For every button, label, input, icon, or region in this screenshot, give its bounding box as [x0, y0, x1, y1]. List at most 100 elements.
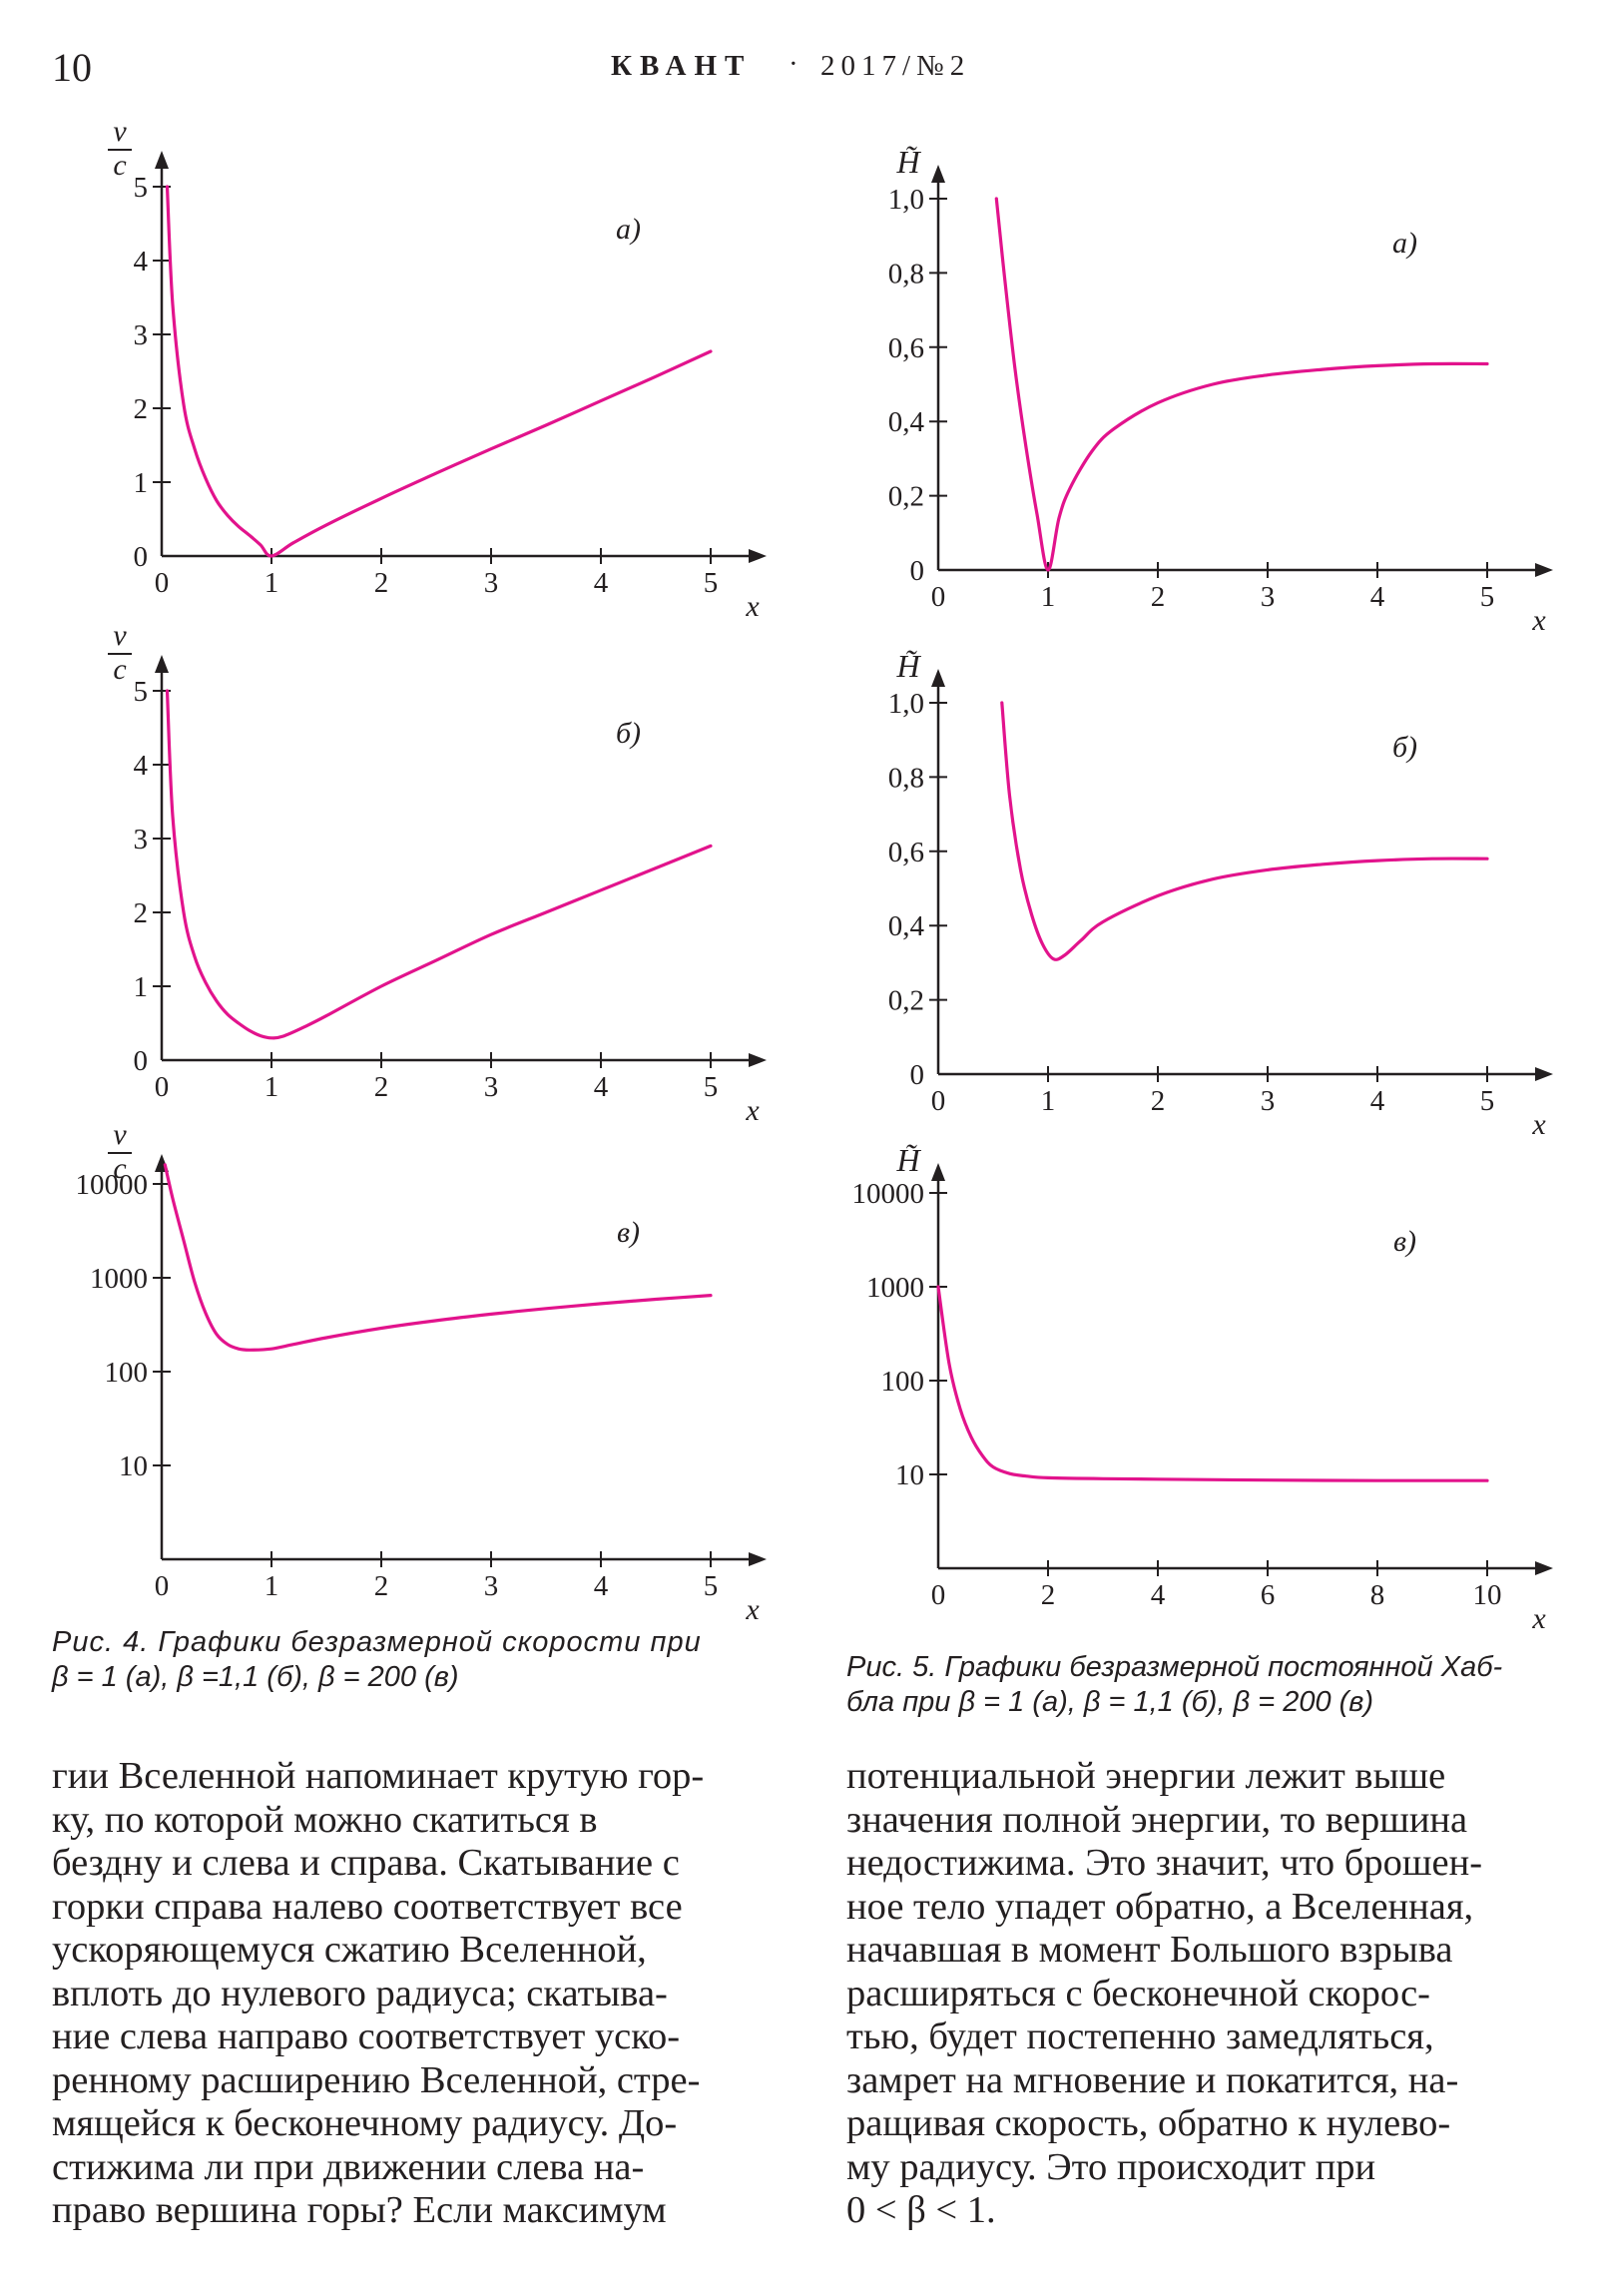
y-tick-label: 10000: [852, 1178, 925, 1210]
text-line: му радиусу. Это происходит при: [846, 2145, 1376, 2188]
x-tick-label: 0: [155, 567, 170, 599]
x-axis-arrow: [749, 549, 767, 563]
fig4-caption-line2: β = 1 (а), β =1,1 (б), β = 200 (в): [52, 1661, 459, 1693]
y-tick-label: 3: [134, 824, 149, 856]
y-axis-label: H̃: [895, 144, 921, 180]
y-tick-label: 5: [134, 172, 149, 204]
text-line: тью, будет постепенно замедляться,: [846, 2015, 1434, 2057]
x-axis-arrow: [1535, 563, 1553, 577]
x-axis-arrow: [749, 1552, 767, 1566]
y-tick-label: 10000: [76, 1169, 149, 1201]
text-line: недостижима. Это значит, что брошен-: [846, 1842, 1483, 1884]
text-line: расширяться с бесконечной скорос-: [846, 1972, 1431, 2014]
x-axis-label: x: [745, 1593, 760, 1626]
text-line: замрет на мгновение и покатится, на-: [846, 2058, 1459, 2101]
data-curve: [1000, 701, 1489, 961]
x-tick-label: 2: [374, 1570, 389, 1602]
x-tick-label: 0: [155, 1071, 170, 1103]
y-axis-arrow: [931, 165, 945, 183]
x-tick-label: 1: [265, 1071, 279, 1103]
y-axis-label-numerator: v: [113, 619, 127, 652]
y-tick-label: 10: [895, 1459, 924, 1491]
panel-label: б): [1392, 731, 1417, 764]
x-axis-arrow: [1535, 1067, 1553, 1081]
x-tick-label: 4: [594, 567, 609, 599]
data-curve: [165, 185, 713, 558]
data-curve: [994, 197, 1489, 572]
text-line: горки справа налево соответствует все: [52, 1885, 683, 1928]
y-tick-label: 2: [134, 897, 149, 929]
x-tick-label: 8: [1370, 1579, 1385, 1611]
text-line: ренному расширению Вселенной, стре-: [52, 2058, 701, 2101]
panel-label: а): [1392, 227, 1417, 260]
y-axis-label-denominator: c: [113, 149, 126, 182]
fig5-caption: Рис. 5. Графики безразмерной постоянной …: [846, 1650, 1565, 1720]
text-line: ние слева направо соответствует уско-: [52, 2015, 681, 2057]
x-tick-label: 6: [1261, 1579, 1276, 1611]
text-line: бездну и слева и справа. Скатывание с: [52, 1842, 680, 1884]
text-line: вплоть до нулевого радиуса; скатыва-: [52, 1972, 668, 2014]
text-line: ку, по которой можно скатиться в: [52, 1798, 598, 1841]
y-axis-label-denominator: c: [113, 1152, 126, 1185]
y-tick-label: 0: [910, 555, 925, 587]
text-line: мящейся к бесконечному радиусу. До-: [52, 2102, 678, 2144]
fig5-caption-line2: бла при β = 1 (а), β = 1,1 (б), β = 200 …: [846, 1686, 1374, 1718]
y-axis-label-numerator: v: [113, 1118, 127, 1151]
y-tick-label: 0,8: [888, 258, 924, 289]
fig5b-chart: 0 1 2 3 4 5 0 0,2 0,4 0,6 0,8 1,0 x H̃ б): [888, 648, 1553, 1141]
x-tick-label: 3: [1261, 581, 1276, 613]
text-line: ращивая скорость, обратно к нулево-: [846, 2102, 1451, 2144]
x-tick-label: 4: [1370, 1085, 1385, 1117]
y-tick-label: 1,0: [888, 184, 924, 216]
x-tick-label: 4: [594, 1570, 609, 1602]
y-tick-label: 5: [134, 676, 149, 708]
y-tick-label: 0: [134, 541, 149, 573]
x-axis-label: x: [1531, 604, 1546, 637]
text-line: гии Вселенной напоминает крутую гор-: [52, 1755, 705, 1797]
y-axis-label-numerator: v: [113, 115, 127, 148]
x-axis-label: x: [745, 1094, 760, 1127]
panel-label: а): [616, 213, 641, 246]
y-tick-label: 0,2: [888, 985, 924, 1017]
x-tick-label: 2: [1151, 581, 1166, 613]
panel-label: в): [1393, 1225, 1416, 1258]
y-tick-label: 10: [119, 1450, 148, 1482]
text-line: потенциальной энергии лежит выше: [846, 1755, 1446, 1797]
text-line: значения полной энергии, то вершина: [846, 1798, 1468, 1841]
x-tick-label: 0: [155, 1570, 170, 1602]
x-tick-label: 5: [1480, 581, 1495, 613]
text-line: ускоряющемуся сжатию Вселенной,: [52, 1929, 647, 1971]
y-tick-label: 1,0: [888, 688, 924, 720]
x-tick-label: 2: [374, 1071, 389, 1103]
x-axis-arrow: [1535, 1561, 1553, 1575]
y-tick-label: 0,8: [888, 762, 924, 794]
x-tick-label: 0: [931, 581, 946, 613]
x-tick-label: 3: [484, 1071, 499, 1103]
y-tick-label: 0,2: [888, 481, 924, 513]
text-line: стижима ли при движении слева на-: [52, 2145, 645, 2188]
journal-title: КВАНТ: [611, 50, 753, 82]
y-tick-label: 4: [134, 750, 149, 782]
text-line: 0 < β < 1.: [846, 2189, 996, 2231]
x-tick-label: 3: [1261, 1085, 1276, 1117]
x-tick-label: 1: [1041, 581, 1056, 613]
y-axis-label: H̃: [895, 648, 921, 684]
y-axis-arrow: [155, 151, 169, 169]
y-axis-arrow: [931, 1163, 945, 1181]
x-axis-label: x: [1531, 1602, 1546, 1635]
x-tick-label: 1: [265, 1570, 279, 1602]
y-axis-arrow: [931, 669, 945, 687]
x-tick-label: 5: [704, 567, 719, 599]
panel-label: в): [617, 1216, 640, 1249]
x-tick-label: 4: [594, 1071, 609, 1103]
panel-label: б): [616, 717, 641, 750]
issue-number: 2017/№2: [820, 50, 971, 82]
page-number: 10: [52, 45, 92, 90]
x-tick-label: 3: [484, 1570, 499, 1602]
x-tick-label: 5: [1480, 1085, 1495, 1117]
x-tick-label: 3: [484, 567, 499, 599]
x-axis-label: x: [745, 590, 760, 623]
y-tick-label: 0,4: [888, 406, 925, 438]
y-tick-label: 4: [134, 246, 149, 278]
